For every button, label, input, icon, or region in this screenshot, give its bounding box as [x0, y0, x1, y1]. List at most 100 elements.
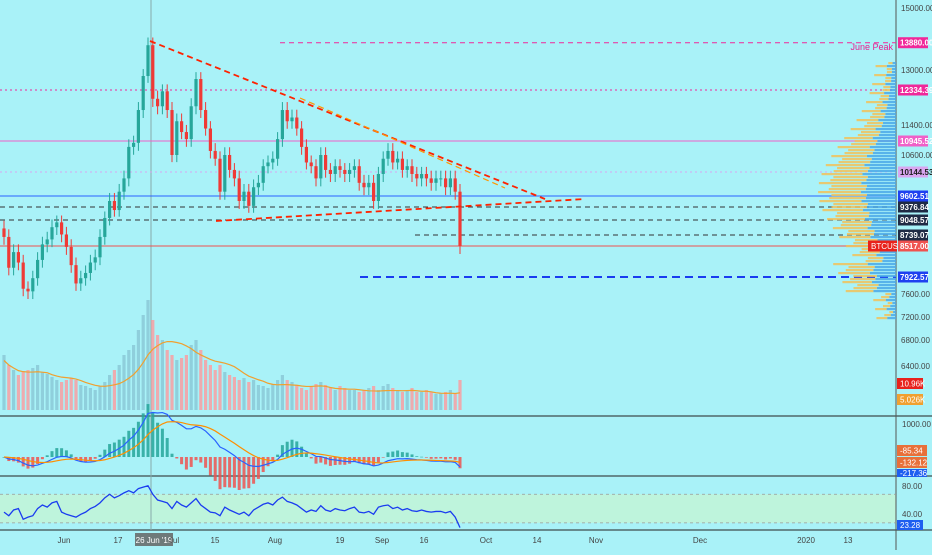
profile-bar-orange — [845, 245, 874, 248]
macd-histogram-bar — [252, 457, 256, 484]
profile-bar-orange — [842, 221, 872, 224]
time-axis-tick: 15 — [211, 536, 220, 545]
macd-histogram-bar — [156, 422, 160, 457]
profile-bar-blue — [891, 71, 896, 74]
candle-body — [136, 110, 140, 143]
macd-histogram-bar — [237, 457, 241, 491]
volume-bar — [55, 380, 59, 410]
profile-bar-blue — [877, 239, 896, 242]
price-level-tag: 8517.00 — [900, 242, 929, 251]
candle-body — [45, 239, 49, 245]
time-axis-tick: 13 — [844, 536, 853, 545]
candle-body — [208, 128, 212, 151]
macd-histogram-bar — [31, 457, 35, 468]
candle-body — [103, 217, 107, 237]
macd-histogram-bar — [290, 439, 294, 457]
candle-body — [156, 98, 160, 107]
volume-bar — [21, 372, 25, 410]
profile-bar-blue — [872, 137, 896, 140]
profile-bar-blue — [877, 140, 896, 143]
profile-bar-blue — [870, 236, 896, 239]
macd-histogram-bar — [242, 457, 246, 489]
profile-bar-orange — [864, 125, 882, 128]
profile-bar-blue — [867, 170, 896, 173]
candle-body — [228, 155, 232, 170]
candle-body — [141, 76, 145, 111]
volume-bar — [444, 392, 448, 410]
profile-bar-orange — [818, 182, 862, 185]
macd-histogram-bar — [93, 457, 97, 459]
volume-bar — [362, 390, 366, 410]
profile-bar-orange — [869, 92, 885, 95]
macd-histogram-bar — [376, 457, 380, 463]
indicator-axis-tags: 10.96K 5.026K 1000.00 -85.34 -132.12 -21… — [897, 378, 931, 530]
profile-bar-orange — [832, 227, 868, 230]
volume-bar — [122, 355, 126, 410]
price-level-tag: 10945.52 — [900, 137, 932, 146]
macd-histogram-bar — [127, 430, 131, 457]
profile-bar-orange — [818, 191, 861, 194]
volume-bar — [285, 380, 289, 410]
macd-histogram-bar — [381, 457, 385, 458]
price-levels — [0, 42, 896, 278]
candle-body — [16, 252, 20, 263]
profile-bar-orange — [838, 272, 871, 275]
candle-body — [362, 182, 366, 188]
candle-body — [74, 265, 78, 284]
price-axis-tick: 6800.00 — [901, 336, 930, 345]
candle-body — [319, 155, 323, 179]
candle-body — [93, 257, 97, 263]
candle-body — [381, 158, 385, 174]
candle-body — [40, 244, 44, 260]
candle-body — [376, 173, 380, 201]
profile-bar-blue — [892, 302, 896, 305]
macd-histogram-bar — [324, 457, 328, 465]
macd-histogram-bar — [141, 413, 145, 457]
profile-bar-blue — [886, 65, 896, 68]
macd-histogram-bar — [458, 457, 462, 469]
macd-histogram-bar — [453, 457, 457, 460]
profile-bar-orange — [866, 101, 883, 104]
profile-bar-orange — [835, 215, 869, 218]
candle-body — [367, 182, 371, 188]
profile-bar-blue — [892, 62, 896, 65]
macd-histogram-bar — [256, 457, 260, 479]
candle-body — [151, 45, 155, 99]
candle-body — [314, 166, 318, 179]
profile-bar-orange — [889, 311, 894, 314]
volume-last-label: 10.96K — [900, 380, 926, 389]
candle-body — [266, 162, 270, 167]
macd-histogram-bar — [60, 448, 64, 457]
candle-body — [420, 173, 424, 179]
macd-histogram-bar — [333, 457, 337, 466]
candle-body — [108, 200, 112, 218]
price-level-tag: 13880.00 — [900, 39, 932, 48]
symbol-tag: BTCUSD — [871, 242, 904, 251]
macd-histogram-bar — [194, 457, 198, 461]
volume-bar — [391, 388, 395, 410]
macd-histogram-bar — [424, 457, 428, 458]
profile-bar-orange — [884, 314, 891, 317]
volume-bar — [93, 390, 97, 410]
profile-bar-blue — [889, 95, 896, 98]
volume-bar — [213, 370, 217, 410]
profile-bar-blue — [869, 146, 896, 149]
volume-bar — [357, 392, 361, 410]
volume-bar — [309, 386, 313, 410]
profile-bar-orange — [822, 209, 863, 212]
annotation-june-peak: June Peak — [850, 42, 893, 52]
profile-bar-blue — [891, 77, 896, 80]
profile-bar-orange — [850, 128, 876, 131]
volume-bar — [165, 350, 169, 410]
profile-bar-blue — [861, 200, 896, 203]
candle-body — [324, 155, 328, 170]
macd-panel — [2, 404, 462, 491]
profile-bar-blue — [878, 119, 896, 122]
volume-bar — [98, 386, 102, 410]
profile-bar-orange — [854, 140, 878, 143]
profile-bar-blue — [878, 134, 896, 137]
volume-bar — [31, 368, 35, 410]
profile-bar-blue — [891, 293, 896, 296]
